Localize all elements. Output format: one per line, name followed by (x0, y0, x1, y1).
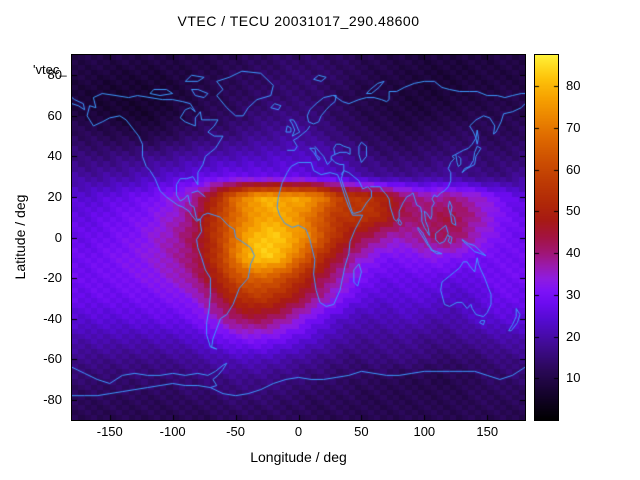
y-tick-0: 0 (54, 229, 62, 245)
x-tick--100: -100 (159, 424, 186, 439)
chart-title: VTEC / TECU 20031017_290.48600 (177, 13, 420, 29)
cb-tick-70: 70 (566, 120, 581, 135)
x-tick-0: 0 (294, 424, 303, 439)
y-tick-40: 40 (47, 148, 62, 164)
x-tick-100: 100 (413, 424, 436, 439)
y-tick--20: -20 (43, 270, 62, 286)
x-tick-150: 150 (476, 424, 499, 439)
y-tick-80: 80 (47, 67, 62, 83)
x-tick-50: 50 (354, 424, 369, 439)
y-tick--80: -80 (43, 391, 62, 407)
cb-tick-10: 10 (566, 370, 581, 386)
y-tick--40: -40 (43, 310, 62, 326)
x-tick--150: -150 (96, 424, 123, 439)
y-tick-60: 60 (47, 107, 62, 123)
cb-tick-40: 40 (566, 245, 581, 261)
y-tick--60: -60 (43, 351, 62, 367)
cb-tick-50: 50 (566, 203, 581, 219)
cb-tick-30: 30 (566, 286, 581, 302)
vtec-heatmap-canvas (71, 54, 526, 421)
key-label: 'vtec_ (33, 62, 67, 77)
x-tick--50: -50 (226, 424, 245, 439)
cb-tick-20: 20 (566, 328, 581, 344)
y-tick-20: 20 (47, 188, 62, 204)
colorbar-canvas (534, 54, 559, 421)
cb-tick-80: 80 (566, 78, 581, 94)
x-axis-label: Longitude / deg (250, 449, 347, 465)
cb-tick-60: 60 (566, 161, 581, 177)
